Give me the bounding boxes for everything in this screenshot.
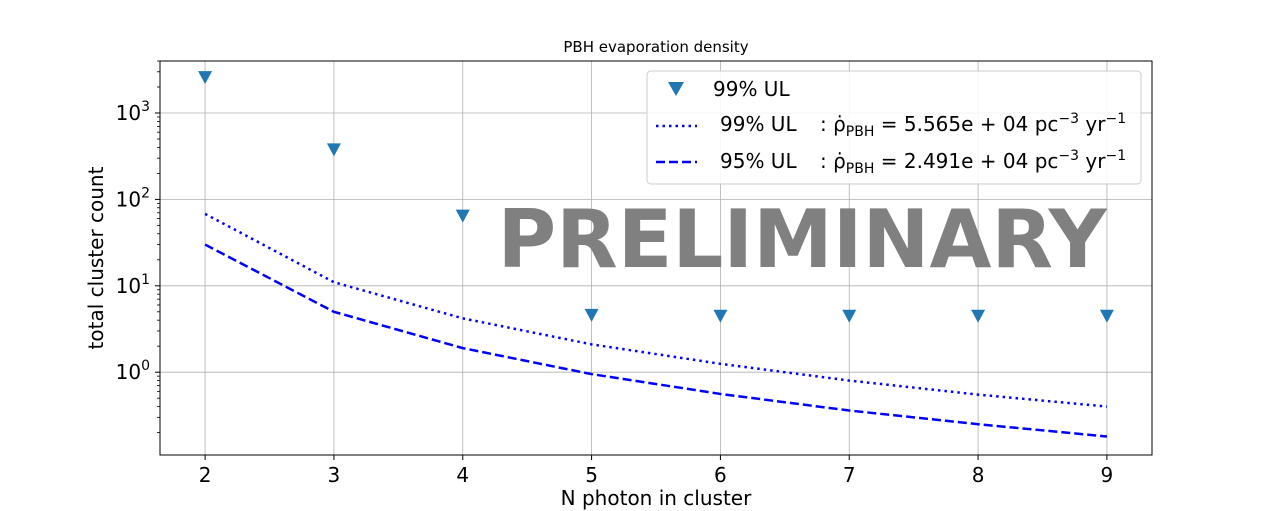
series-line-dashed: [204, 243, 1108, 438]
series-group: [198, 71, 1114, 438]
axis-ticks: 2 3 4 5 6 7 8 9 100 101 102 103: [116, 60, 1114, 487]
legend: 99% UL 99% UL: ρ̇PBH = 5.565e + 04 pc−3 …: [646, 70, 1142, 185]
preliminary-watermark: PRELIMINARY: [497, 193, 1107, 286]
ul-marker-point: [1099, 309, 1114, 323]
y-tick-label: 102: [116, 185, 150, 211]
x-tick-label: 5: [585, 463, 598, 487]
ul-marker-point: [971, 309, 986, 323]
x-tick-label: 6: [714, 463, 727, 487]
ul-marker-point: [842, 309, 857, 323]
ul-marker-point: [713, 309, 728, 323]
chart-title: PBH evaporation density: [563, 38, 748, 56]
y-tick-label: 103: [116, 99, 150, 125]
x-axis-label: N photon in cluster: [561, 486, 752, 510]
legend-label-markers: 99% UL: [713, 77, 790, 101]
ul-marker-point: [198, 71, 213, 85]
legend-label-dashed: 95% UL: ρ̇PBH = 2.491e + 04 pc−3 yr−1: [720, 148, 1126, 177]
legend-box: [646, 70, 1142, 185]
axes-frame: [159, 60, 1153, 456]
x-tick-label: 2: [199, 463, 212, 487]
y-tick-label: 100: [116, 358, 150, 384]
y-axis-label: total cluster count: [84, 166, 108, 349]
x-tick-label: 3: [328, 463, 341, 487]
ul-marker-point: [326, 143, 341, 157]
x-tick-label: 7: [843, 463, 856, 487]
legend-label-dotted: 99% UL: ρ̇PBH = 5.565e + 04 pc−3 yr−1: [720, 111, 1126, 140]
legend-marker-triangle: [668, 82, 684, 96]
ul-marker-point: [455, 209, 470, 223]
x-tick-label: 4: [456, 463, 469, 487]
y-tick-label: 101: [116, 272, 150, 298]
series-line-dotted: [204, 212, 1108, 408]
x-tick-label: 9: [1101, 463, 1114, 487]
x-tick-label: 8: [972, 463, 985, 487]
ul-marker-point: [584, 308, 599, 322]
